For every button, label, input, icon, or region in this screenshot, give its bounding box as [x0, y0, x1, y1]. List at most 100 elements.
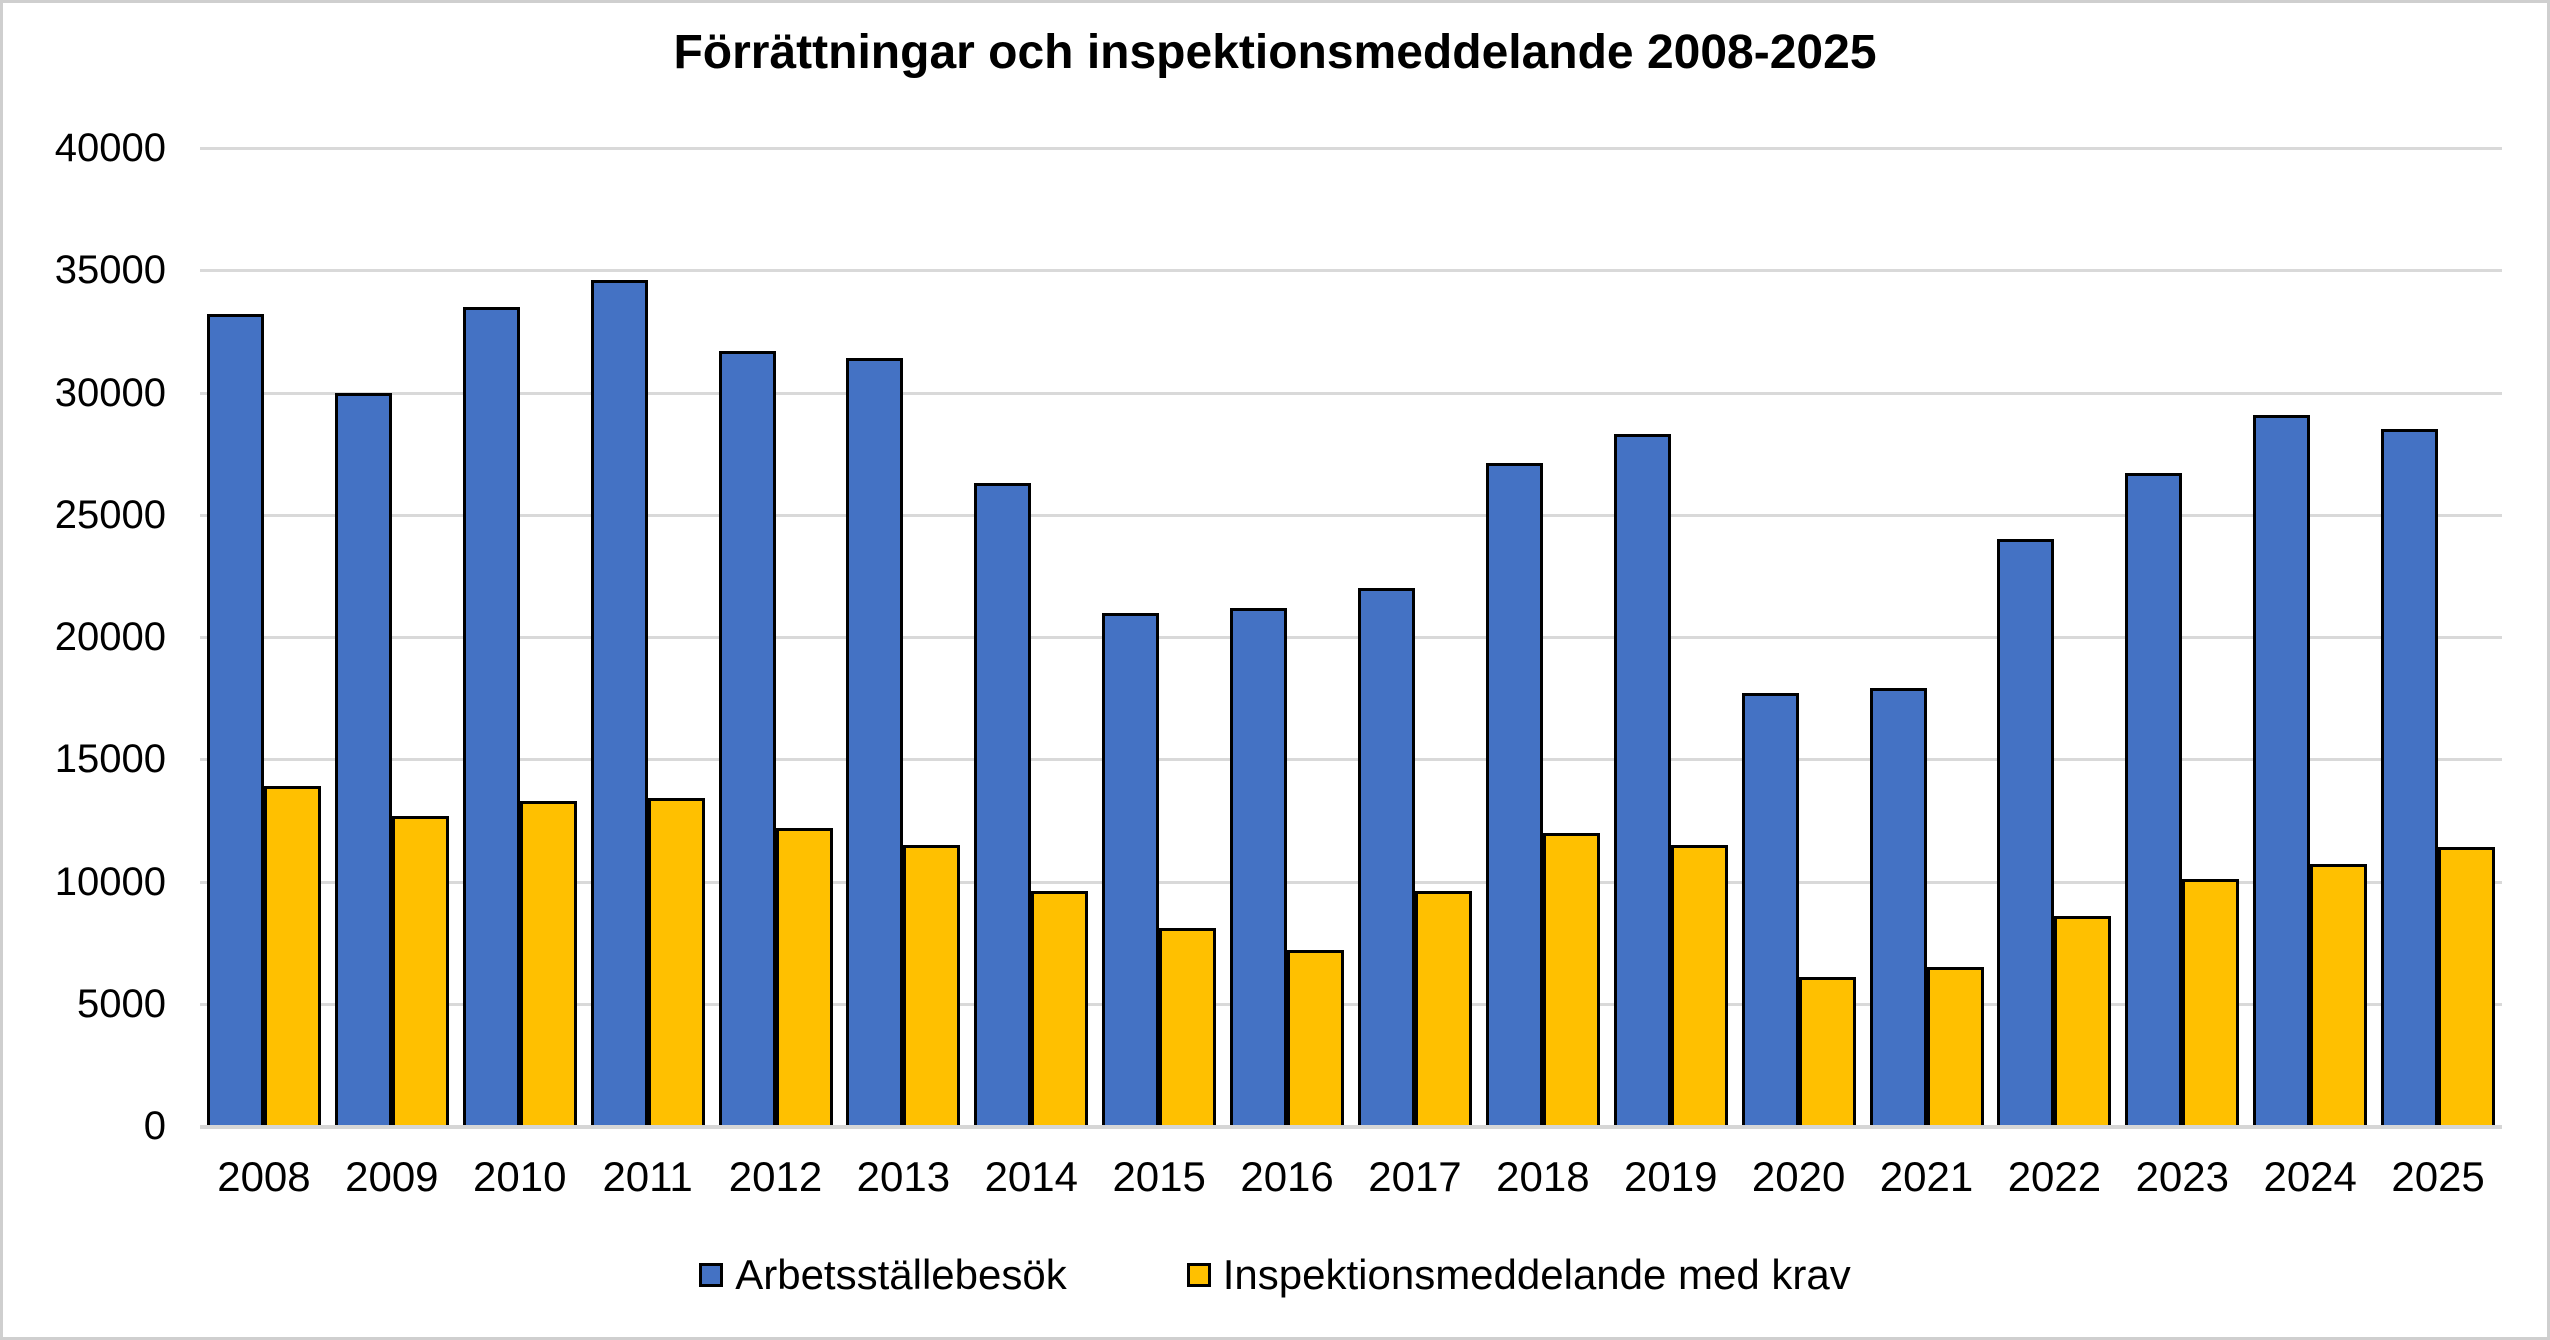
- bar-arbetsst-llebes-k-2012: [718, 350, 776, 1126]
- x-tick-label-2010: 2010: [473, 1153, 567, 1200]
- x-tick-label-2011: 2011: [602, 1153, 693, 1200]
- gridline-10000: [200, 880, 2502, 884]
- bar-arbetsst-llebes-k-2017: [1357, 588, 1415, 1126]
- bar-group-2015: [1095, 148, 1223, 1126]
- x-tick-label-2015: 2015: [1112, 1153, 1206, 1200]
- x-tick-label-2025: 2025: [2391, 1153, 2485, 1200]
- y-tick-label-25000: 25000: [54, 492, 166, 537]
- y-tick-label-5000: 5000: [77, 981, 166, 1026]
- bar-group-2023: [2118, 148, 2246, 1126]
- bar-inspektionsmeddelande-med-krav-2015: [1159, 927, 1217, 1126]
- bar-inspektionsmeddelande-med-krav-2009: [391, 815, 449, 1126]
- bar-arbetsst-llebes-k-2016: [1230, 607, 1288, 1126]
- bar-inspektionsmeddelande-med-krav-2017: [1414, 891, 1472, 1126]
- bar-arbetsst-llebes-k-2024: [2253, 414, 2311, 1126]
- bar-inspektionsmeddelande-med-krav-2013: [903, 844, 961, 1126]
- plot-area: [200, 147, 2502, 1126]
- bar-inspektionsmeddelande-med-krav-2011: [647, 798, 705, 1126]
- x-tick-label-2016: 2016: [1240, 1153, 1334, 1200]
- bar-inspektionsmeddelande-med-krav-2021: [1926, 967, 1984, 1126]
- gridline-5000: [200, 1002, 2502, 1006]
- bar-inspektionsmeddelande-med-krav-2023: [2182, 879, 2240, 1126]
- gridline-35000: [200, 269, 2502, 273]
- x-axis-line: [200, 1125, 2502, 1129]
- y-tick-label-20000: 20000: [54, 615, 166, 659]
- x-tick-label-2008: 2008: [217, 1153, 311, 1200]
- bar-inspektionsmeddelande-med-krav-2014: [1031, 891, 1089, 1126]
- x-tick-label-2021: 2021: [1879, 1153, 1974, 1200]
- y-tick-label-0: 0: [143, 1104, 166, 1148]
- bar-group-2022: [1990, 148, 2118, 1126]
- bar-inspektionsmeddelande-med-krav-2012: [775, 827, 833, 1126]
- bar-inspektionsmeddelande-med-krav-2018: [1542, 832, 1600, 1126]
- bar-group-2012: [712, 148, 840, 1126]
- y-tick-label-15000: 15000: [54, 737, 166, 782]
- legend-swatch-yellow: [1186, 1263, 1211, 1287]
- bar-inspektionsmeddelande-med-krav-2019: [1670, 844, 1728, 1126]
- bar-group-2016: [1223, 148, 1351, 1126]
- chart-title: Förrättningar och inspektionsmeddelande …: [673, 26, 1877, 79]
- x-tick-label-2024: 2024: [2263, 1153, 2357, 1200]
- gridline-20000: [200, 636, 2502, 639]
- bar-group-2014: [967, 148, 1095, 1126]
- x-tick-label-2009: 2009: [345, 1153, 439, 1200]
- bar-arbetsst-llebes-k-2022: [1997, 539, 2055, 1126]
- bar-group-2011: [584, 148, 712, 1126]
- bar-arbetsst-llebes-k-2008: [206, 314, 264, 1126]
- x-tick-label-2014: 2014: [984, 1153, 1078, 1200]
- bar-arbetsst-llebes-k-2014: [974, 482, 1032, 1126]
- bar-arbetsst-llebes-k-2018: [1485, 463, 1543, 1126]
- gridline-25000: [200, 513, 2502, 517]
- x-tick-label-2022: 2022: [2007, 1153, 2102, 1200]
- bar-arbetsst-llebes-k-2025: [2381, 429, 2439, 1126]
- y-tick-label-30000: 30000: [54, 370, 166, 415]
- bar-arbetsst-llebes-k-2020: [1741, 693, 1799, 1126]
- bar-inspektionsmeddelande-med-krav-2020: [1798, 976, 1856, 1126]
- x-tick-label-2012: 2012: [728, 1153, 823, 1200]
- legend-label: Inspektionsmeddelande med krav: [1222, 1251, 1851, 1298]
- x-tick-label-2019: 2019: [1624, 1153, 1718, 1200]
- bar-group-2019: [1607, 148, 1735, 1126]
- x-tick-label-2023: 2023: [2135, 1153, 2230, 1200]
- x-tick-label-2018: 2018: [1496, 1153, 1590, 1200]
- x-axis: 2008 2009 2010 2011 2012 2013 2014 2015 2016 2017…: [200, 1153, 2502, 1201]
- bar-group-2010: [456, 148, 584, 1126]
- bar-group-2021: [1863, 148, 1991, 1126]
- bar-arbetsst-llebes-k-2013: [846, 358, 904, 1126]
- bar-group-2020: [1735, 148, 1863, 1126]
- x-tick-label-2020: 2020: [1751, 1153, 1846, 1200]
- bar-arbetsst-llebes-k-2009: [334, 392, 392, 1126]
- bar-arbetsst-llebes-k-2010: [462, 306, 520, 1126]
- y-tick-label-40000: 40000: [54, 126, 166, 170]
- bar-arbetsst-llebes-k-2011: [590, 280, 648, 1126]
- bar-inspektionsmeddelande-med-krav-2025: [2438, 847, 2496, 1126]
- bar-group-2017: [1351, 148, 1479, 1126]
- bar-inspektionsmeddelande-med-krav-2016: [1287, 949, 1345, 1126]
- bar-arbetsst-llebes-k-2019: [1613, 434, 1671, 1126]
- bar-group-2013: [839, 148, 967, 1126]
- legend-item-inspektionsmeddelande: Inspektionsmeddelande med krav: [1186, 1251, 1851, 1299]
- legend-item-arbetsstallebesok: Arbetsställebesök: [699, 1251, 1067, 1299]
- bar-arbetsst-llebes-k-2021: [1869, 688, 1927, 1126]
- bar-arbetsst-llebes-k-2023: [2125, 473, 2183, 1126]
- x-tick-label-2013: 2013: [856, 1153, 951, 1200]
- bar-group-2018: [1479, 148, 1607, 1126]
- bar-group-2024: [2246, 148, 2374, 1126]
- gridline-15000: [200, 758, 2502, 762]
- bar-inspektionsmeddelande-med-krav-2010: [519, 800, 577, 1126]
- x-tick-label-2017: 2017: [1368, 1153, 1462, 1200]
- legend-swatch-blue: [699, 1263, 724, 1287]
- legend: Arbetsställebesök Inspektionsmeddelande …: [3, 1251, 2547, 1299]
- legend-label: Arbetsställebesök: [735, 1251, 1067, 1298]
- bar-group-2008: [200, 148, 328, 1126]
- bar-inspektionsmeddelande-med-krav-2008: [263, 786, 321, 1126]
- bar-groups: [200, 148, 2502, 1126]
- gridline-40000: [200, 147, 2502, 150]
- bar-arbetsst-llebes-k-2015: [1102, 612, 1160, 1126]
- bar-group-2025: [2374, 148, 2502, 1126]
- gridline-30000: [200, 391, 2502, 395]
- y-tick-label-10000: 10000: [54, 859, 166, 904]
- y-tick-label-35000: 35000: [54, 248, 166, 293]
- bar-inspektionsmeddelande-med-krav-2022: [2054, 915, 2112, 1126]
